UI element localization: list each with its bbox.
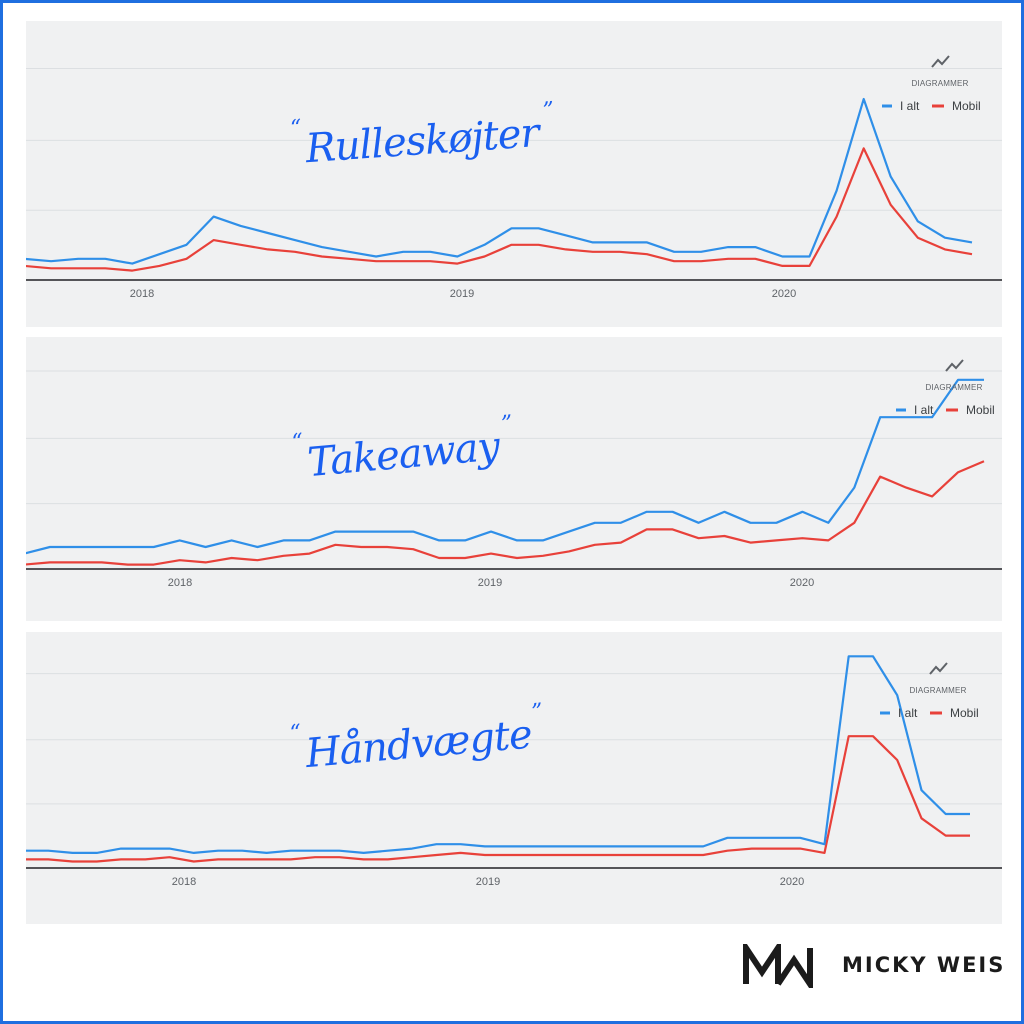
open-quote: “ xyxy=(291,430,304,456)
legend-label-mobile: Mobil xyxy=(950,706,979,720)
logo-mark-icon xyxy=(743,944,813,988)
x-tick-label: 2019 xyxy=(478,577,502,589)
chart-svg: 2018 2019 2020 DIAGRAMMER I alt Mobil “ Takeawa… xyxy=(26,359,1002,589)
series-line-mobile xyxy=(26,735,970,863)
chart-title-group: “Håndvægte” xyxy=(289,699,544,777)
x-tick-label: 2019 xyxy=(450,288,474,300)
close-quote: ” xyxy=(531,699,544,725)
trend-line-icon xyxy=(929,662,948,675)
brand-name: MICKY WEIS xyxy=(842,953,1006,977)
legend-title: DIAGRAMMER xyxy=(911,79,968,88)
close-quote: ” xyxy=(500,411,513,437)
chart-title-group: “Takeaway” xyxy=(291,411,514,486)
chart-svg: 2018 2019 2020 DIAGRAMMER I alt Mobil “ Håndvæg… xyxy=(26,655,1002,888)
legend-title: DIAGRAMMER xyxy=(925,383,982,392)
trend-line-icon xyxy=(945,359,964,372)
open-quote: “ xyxy=(289,721,302,747)
legend-label-mobile: Mobil xyxy=(952,99,981,113)
brand-logo: MICKY WEIS xyxy=(742,944,1006,988)
chart-panel-handvaegte: 2018 2019 2020 DIAGRAMMER I alt Mobil “Håndvæg… xyxy=(26,632,1002,924)
series-line-total xyxy=(26,378,984,555)
chart-title: Rulleskøjter xyxy=(303,110,544,172)
x-tick-label: 2020 xyxy=(790,577,814,589)
chart-svg: 2018 2019 2020 DIAGRAMMER I alt Mobil “ Rullesk… xyxy=(26,55,1002,300)
series-line-total xyxy=(26,655,970,854)
x-tick-label: 2020 xyxy=(772,288,796,300)
series-line-mobile xyxy=(26,147,973,272)
x-tick-label: 2018 xyxy=(130,288,154,300)
chart-title-group: “Rulleskøjter” xyxy=(289,98,555,172)
chart-title: Håndvægte xyxy=(303,711,534,777)
chart-title: Takeaway xyxy=(306,423,504,486)
trend-line-icon xyxy=(931,55,950,68)
legend-title: DIAGRAMMER xyxy=(909,686,966,695)
x-tick-label: 2018 xyxy=(172,876,196,888)
legend-label-total: I alt xyxy=(914,403,934,417)
x-tick-label: 2018 xyxy=(168,577,192,589)
x-tick-label: 2019 xyxy=(476,876,500,888)
legend-label-total: I alt xyxy=(898,706,918,720)
open-quote: “ xyxy=(289,116,302,142)
x-tick-label: 2020 xyxy=(780,876,804,888)
legend-label-total: I alt xyxy=(900,99,920,113)
close-quote: ” xyxy=(542,98,555,124)
chart-panel-takeaway: 2018 2019 2020 DIAGRAMMER I alt Mobil “Takeawa… xyxy=(26,337,1002,621)
series-line-mobile xyxy=(26,460,985,566)
legend-label-mobile: Mobil xyxy=(966,403,995,417)
series-line-total xyxy=(26,97,973,265)
chart-panel-rulleskojter: 2018 2019 2020 DIAGRAMMER I alt Mobil “Rullesk… xyxy=(26,21,1002,327)
